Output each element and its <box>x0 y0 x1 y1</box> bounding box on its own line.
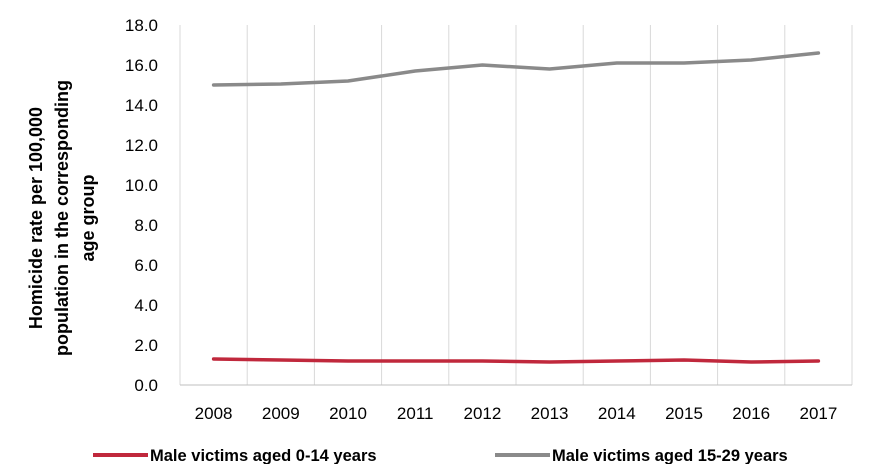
y-tick-label: 16.0 <box>125 56 158 75</box>
series-lines <box>211 51 821 364</box>
y-tick-label: 12.0 <box>125 136 158 155</box>
y-tick-label: 6.0 <box>134 256 158 275</box>
y-axis-title: Homicide rate per 100,000 population in … <box>26 80 98 356</box>
x-tick-label: 2009 <box>262 404 300 423</box>
series-line-15-29 <box>211 51 821 87</box>
x-tick-label: 2012 <box>463 404 501 423</box>
x-tick-label: 2017 <box>799 404 837 423</box>
x-tick-label: 2008 <box>195 404 233 423</box>
y-tick-label: 10.0 <box>125 176 158 195</box>
y-axis-title-line-2: population in the corresponding <box>52 80 72 356</box>
x-tick-label: 2014 <box>598 404 636 423</box>
gridlines <box>179 25 853 385</box>
x-tick-label: 2015 <box>665 404 703 423</box>
x-tick-label: 2010 <box>329 404 367 423</box>
legend: Male victims aged 0-14 years Male victim… <box>93 447 788 465</box>
legend-label-15-29: Male victims aged 15-29 years <box>552 447 788 464</box>
y-tick-label: 14.0 <box>125 96 158 115</box>
y-tick-label: 2.0 <box>134 336 158 355</box>
y-tick-labels: 0.0 2.0 4.0 6.0 8.0 10.0 12.0 14.0 16.0 18.0 <box>125 16 158 395</box>
x-tick-label: 2016 <box>732 404 770 423</box>
series-line-0-14 <box>211 357 821 364</box>
y-axis-title-line-1: Homicide rate per 100,000 <box>26 107 46 329</box>
x-tick-label: 2011 <box>397 404 434 423</box>
y-tick-label: 4.0 <box>134 296 158 315</box>
y-tick-label: 8.0 <box>134 216 158 235</box>
y-tick-label: 18.0 <box>125 16 158 35</box>
y-axis-title-line-3: age group <box>78 174 98 261</box>
x-tick-labels: 2008 2009 2010 2011 2012 2013 2014 2015 2016 2017 <box>195 404 838 423</box>
legend-label-0-14: Male victims aged 0-14 years <box>150 447 377 464</box>
x-tick-label: 2013 <box>531 404 569 423</box>
y-tick-label: 0.0 <box>134 376 158 395</box>
